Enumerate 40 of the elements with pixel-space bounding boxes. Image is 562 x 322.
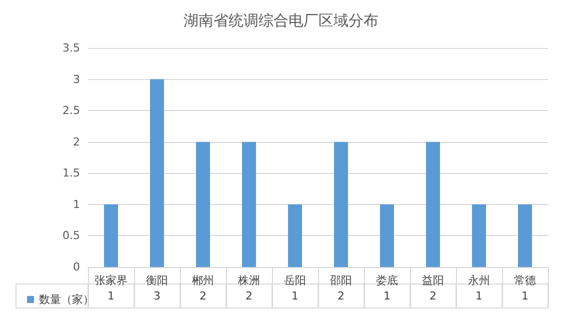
x-tick-label: 衡阳 xyxy=(146,274,168,287)
bar xyxy=(518,204,532,267)
bar xyxy=(334,142,348,267)
x-tick-label: 岳阳 xyxy=(284,274,306,287)
x-tick-label: 郴州 xyxy=(192,274,214,287)
data-label: 1 xyxy=(522,290,528,302)
bar xyxy=(196,142,210,267)
x-tick-label: 永州 xyxy=(468,274,490,287)
bar xyxy=(242,142,256,267)
bar xyxy=(380,204,394,267)
y-tick-label: 1 xyxy=(73,198,80,211)
data-label: 2 xyxy=(338,290,344,302)
x-tick-label: 常德 xyxy=(514,274,536,287)
bar xyxy=(472,204,486,267)
bar xyxy=(426,142,440,267)
data-label: 2 xyxy=(246,290,252,302)
data-label: 1 xyxy=(108,290,114,302)
bar xyxy=(150,79,164,267)
y-tick-label: 1.5 xyxy=(62,166,80,180)
x-tick-label: 娄底 xyxy=(376,274,398,287)
data-label: 1 xyxy=(384,290,390,302)
data-label: 1 xyxy=(476,290,482,302)
x-tick-label: 张家界 xyxy=(94,274,128,287)
bar xyxy=(288,204,302,267)
x-tick-label: 益阳 xyxy=(422,274,444,287)
y-tick-label: 0.5 xyxy=(62,229,80,242)
y-tick-label: 2 xyxy=(73,135,80,148)
data-label: 2 xyxy=(430,290,436,302)
data-label: 1 xyxy=(292,290,298,302)
y-tick-label: 2.5 xyxy=(62,104,80,118)
data-label: 3 xyxy=(154,290,160,302)
y-tick-label: 0 xyxy=(73,260,80,274)
chart-title: 湖南省统调综合电厂区域分布 xyxy=(184,12,378,30)
x-tick-label: 株洲 xyxy=(237,274,260,287)
y-tick-label: 3 xyxy=(73,72,80,86)
bar xyxy=(104,204,118,267)
data-label: 2 xyxy=(200,290,206,302)
legend-label: 数量（家） xyxy=(39,293,94,306)
y-tick-label: 3.5 xyxy=(62,42,80,54)
x-tick-label: 邵阳 xyxy=(330,274,352,287)
